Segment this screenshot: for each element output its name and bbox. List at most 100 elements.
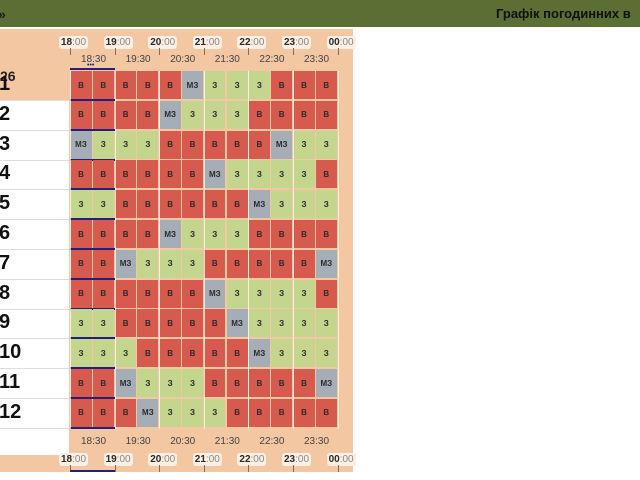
schedule-cell[interactable]: З <box>159 369 181 397</box>
schedule-cell[interactable]: З <box>182 249 203 278</box>
schedule-cell[interactable]: З <box>182 220 203 248</box>
schedule-cell[interactable]: В <box>315 100 337 129</box>
schedule-cell[interactable]: З <box>92 309 114 338</box>
schedule-cell[interactable]: МЗ <box>159 220 181 248</box>
schedule-cell[interactable]: В <box>293 398 315 427</box>
schedule-cell[interactable]: В <box>159 309 181 338</box>
schedule-cell[interactable]: В <box>293 369 315 397</box>
schedule-cell[interactable]: В <box>115 398 137 427</box>
schedule-cell[interactable]: З <box>92 339 114 368</box>
schedule-cell[interactable]: В <box>92 279 114 308</box>
schedule-cell[interactable]: З <box>92 190 114 219</box>
schedule-cell[interactable]: В <box>248 249 270 278</box>
schedule-cell[interactable]: МЗ <box>137 398 159 427</box>
schedule-cell[interactable]: З <box>226 71 248 99</box>
schedule-cell[interactable]: В <box>159 71 181 99</box>
schedule-cell[interactable]: В <box>293 249 315 278</box>
schedule-cell[interactable]: В <box>271 220 293 248</box>
schedule-cell[interactable]: З <box>315 309 337 338</box>
schedule-cell[interactable]: В <box>159 279 181 308</box>
schedule-cell[interactable]: В <box>92 249 114 278</box>
schedule-cell[interactable]: В <box>248 369 270 397</box>
schedule-cell[interactable]: МЗ <box>115 249 137 278</box>
schedule-cell[interactable]: З <box>226 220 248 248</box>
schedule-cell[interactable]: В <box>70 369 92 397</box>
schedule-cell[interactable]: В <box>92 398 114 427</box>
schedule-cell[interactable]: З <box>248 160 270 189</box>
schedule-cell[interactable]: В <box>115 220 137 248</box>
schedule-cell[interactable]: В <box>70 279 92 308</box>
group-label-9[interactable]: 9 <box>0 311 11 334</box>
schedule-cell[interactable]: В <box>115 100 137 129</box>
schedule-cell[interactable]: В <box>92 220 114 248</box>
schedule-cell[interactable]: В <box>182 279 203 308</box>
schedule-cell[interactable]: З <box>159 398 181 427</box>
schedule-cell[interactable]: МЗ <box>70 130 92 159</box>
group-label-7[interactable]: 7 <box>0 251 11 274</box>
schedule-cell[interactable]: З <box>182 398 203 427</box>
schedule-cell[interactable]: З <box>226 160 248 189</box>
schedule-cell[interactable]: В <box>315 220 337 248</box>
group-label-5[interactable]: 5 <box>0 192 11 215</box>
schedule-cell[interactable]: В <box>159 130 181 159</box>
schedule-cell[interactable]: З <box>204 398 226 427</box>
schedule-cell[interactable]: З <box>293 279 315 308</box>
schedule-cell[interactable]: В <box>315 160 337 189</box>
group-label-11[interactable]: 11 <box>0 371 21 393</box>
schedule-cell[interactable]: З <box>315 190 337 219</box>
schedule-cell[interactable]: В <box>70 160 92 189</box>
schedule-cell[interactable]: В <box>182 160 203 189</box>
schedule-cell[interactable]: В <box>115 160 137 189</box>
schedule-cell[interactable]: В <box>137 190 159 219</box>
group-label-8[interactable]: 8 <box>0 281 11 304</box>
schedule-cell[interactable]: З <box>315 339 337 368</box>
schedule-cell[interactable]: З <box>248 71 270 99</box>
group-label-10[interactable]: 10 <box>0 341 22 364</box>
schedule-cell[interactable]: В <box>315 71 337 99</box>
schedule-cell[interactable]: МЗ <box>204 160 226 189</box>
schedule-cell[interactable]: З <box>293 339 315 368</box>
schedule-cell[interactable]: В <box>70 100 92 129</box>
schedule-cell[interactable]: З <box>293 160 315 189</box>
schedule-cell[interactable]: В <box>204 369 226 397</box>
schedule-cell[interactable]: З <box>315 130 337 159</box>
schedule-cell[interactable]: В <box>92 369 114 397</box>
schedule-cell[interactable]: В <box>248 398 270 427</box>
schedule-cell[interactable]: В <box>293 220 315 248</box>
schedule-cell[interactable]: В <box>204 339 226 368</box>
schedule-cell[interactable]: В <box>137 339 159 368</box>
schedule-cell[interactable]: В <box>271 71 293 99</box>
schedule-cell[interactable]: В <box>226 190 248 219</box>
schedule-cell[interactable]: В <box>182 130 203 159</box>
schedule-cell[interactable]: З <box>70 339 92 368</box>
schedule-cell[interactable]: З <box>271 160 293 189</box>
schedule-cell[interactable]: МЗ <box>204 279 226 308</box>
schedule-cell[interactable]: В <box>70 71 92 99</box>
schedule-cell[interactable]: В <box>248 130 270 159</box>
schedule-cell[interactable]: З <box>92 130 114 159</box>
schedule-cell[interactable]: В <box>70 249 92 278</box>
schedule-cell[interactable]: В <box>271 369 293 397</box>
schedule-cell[interactable]: З <box>293 130 315 159</box>
schedule-cell[interactable]: В <box>182 339 203 368</box>
schedule-cell[interactable]: В <box>92 100 114 129</box>
group-label-2[interactable]: 2 <box>0 102 11 125</box>
schedule-cell[interactable]: В <box>315 279 337 308</box>
schedule-cell[interactable]: В <box>204 130 226 159</box>
schedule-cell[interactable]: МЗ <box>315 249 337 278</box>
schedule-cell[interactable]: МЗ <box>315 369 337 397</box>
schedule-cell[interactable]: МЗ <box>248 339 270 368</box>
schedule-cell[interactable]: В <box>293 71 315 99</box>
group-label-3[interactable]: 3 <box>0 132 11 155</box>
schedule-cell[interactable]: З <box>137 249 159 278</box>
schedule-cell[interactable]: З <box>115 130 137 159</box>
chevron-right-icon[interactable]: » <box>0 6 6 22</box>
schedule-cell[interactable]: МЗ <box>248 190 270 219</box>
schedule-cell[interactable]: В <box>92 71 114 99</box>
schedule-cell[interactable]: В <box>159 160 181 189</box>
schedule-cell[interactable]: В <box>315 398 337 427</box>
schedule-cell[interactable]: В <box>182 309 203 338</box>
schedule-cell[interactable]: МЗ <box>115 369 137 397</box>
schedule-cell[interactable]: З <box>159 249 181 278</box>
schedule-cell[interactable]: В <box>115 71 137 99</box>
